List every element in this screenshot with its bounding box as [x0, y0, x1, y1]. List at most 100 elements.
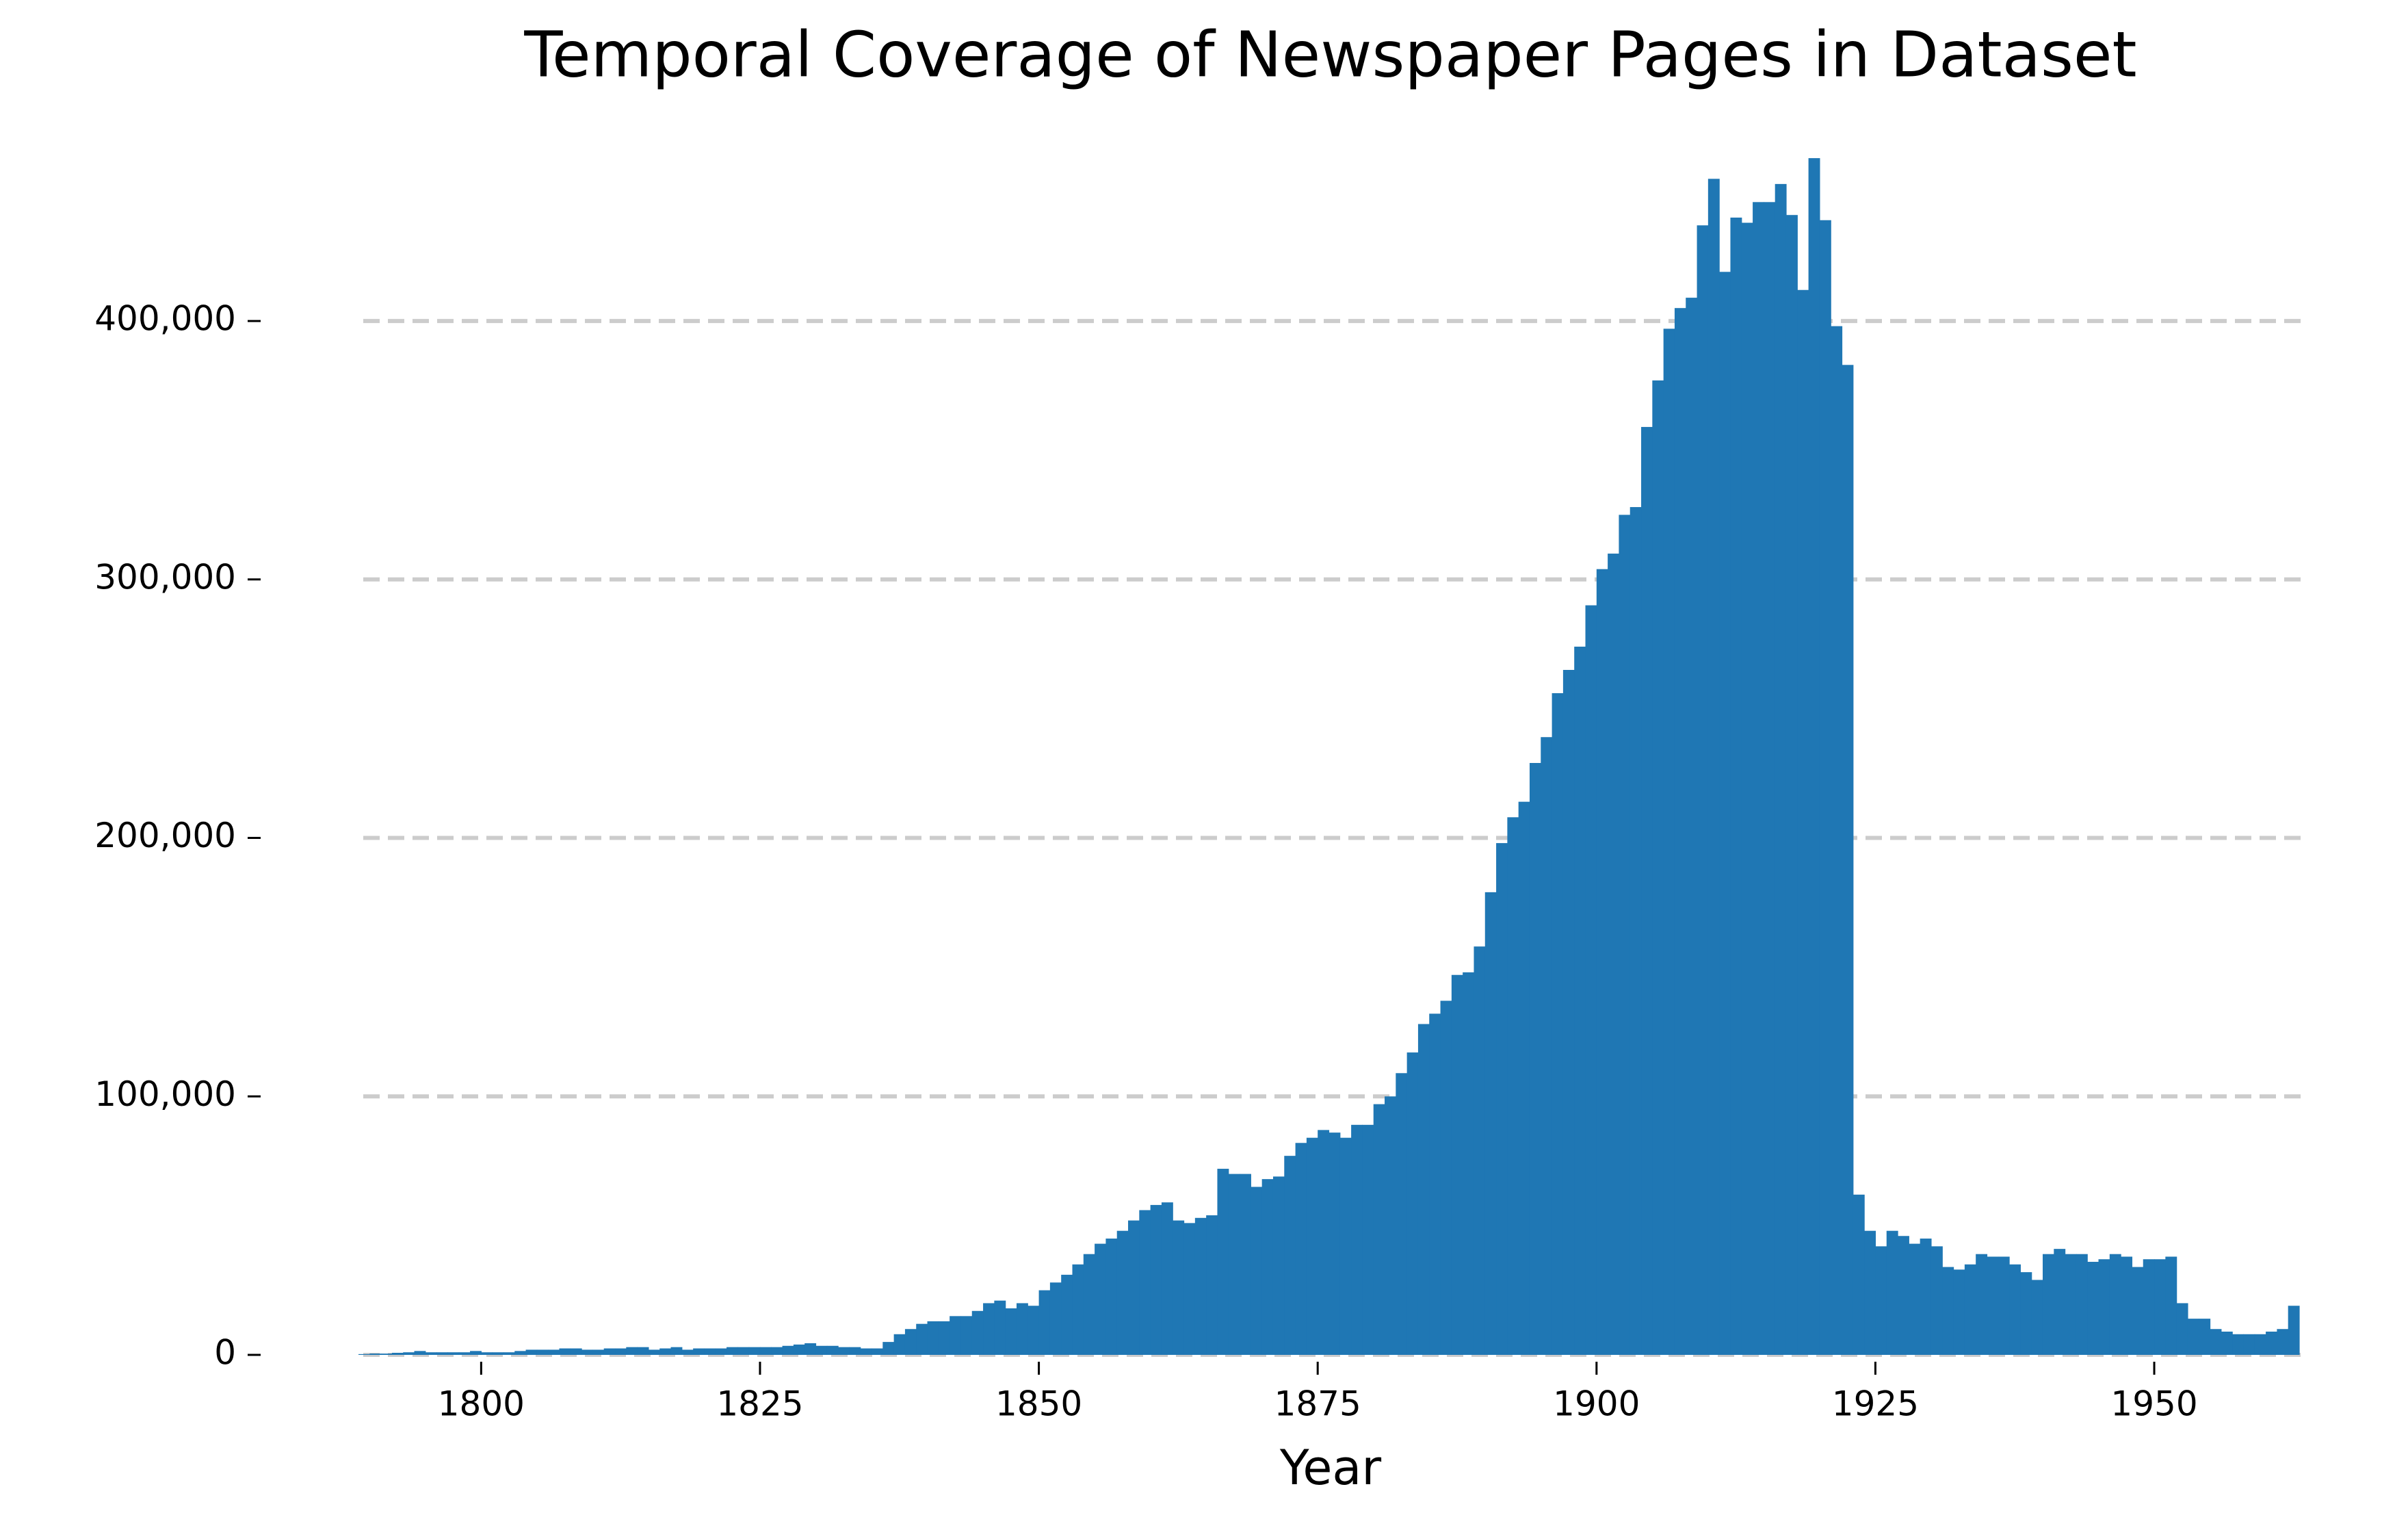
bar	[1585, 605, 1597, 1355]
bar	[1741, 222, 1753, 1355]
bar	[2054, 1249, 2066, 1355]
bar	[514, 1351, 527, 1355]
bar	[804, 1343, 817, 1355]
bar	[670, 1347, 683, 1355]
bar	[1663, 328, 1675, 1356]
bar	[826, 1345, 839, 1355]
bar	[1228, 1174, 1240, 1355]
y-tick-label: 400,000	[94, 299, 236, 339]
bar	[470, 1351, 482, 1355]
bar	[1987, 1256, 1999, 1355]
bar	[872, 1348, 883, 1355]
bar	[1630, 507, 1642, 1355]
bar	[1128, 1220, 1140, 1355]
bar	[481, 1352, 493, 1355]
bar	[1507, 817, 1519, 1355]
bar	[1272, 1176, 1285, 1355]
bar	[414, 1351, 426, 1355]
bar	[2288, 1306, 2300, 1355]
bar	[983, 1303, 995, 1355]
bar	[1909, 1243, 1921, 1355]
bar	[1707, 179, 1720, 1355]
bar	[380, 1354, 393, 1355]
bar	[1440, 1000, 1452, 1355]
bar	[916, 1323, 928, 1355]
bar	[2098, 1259, 2110, 1355]
x-tick-label: 1850	[995, 1384, 1082, 1424]
bar	[615, 1348, 627, 1355]
x-tick-label: 1950	[2110, 1384, 2197, 1424]
bar	[592, 1349, 605, 1355]
bar	[637, 1347, 649, 1355]
bar	[1083, 1254, 1095, 1355]
bar	[1306, 1137, 1318, 1355]
bar	[458, 1352, 471, 1355]
bar	[492, 1352, 504, 1355]
bar	[2199, 1319, 2211, 1355]
x-tick-label: 1925	[1832, 1384, 1919, 1424]
bar	[904, 1329, 917, 1355]
bar	[603, 1348, 616, 1355]
bar	[1095, 1243, 1107, 1355]
bar	[1016, 1303, 1028, 1355]
bar	[893, 1334, 906, 1355]
y-tick-label: 0	[214, 1333, 236, 1373]
bar	[950, 1316, 962, 1355]
bar	[2243, 1334, 2255, 1355]
bar	[727, 1347, 738, 1355]
bar	[1429, 1013, 1441, 1355]
bar	[1329, 1132, 1341, 1355]
bar	[815, 1345, 828, 1355]
bar	[1339, 1137, 1352, 1355]
bar	[1061, 1274, 1073, 1355]
bar	[1920, 1239, 1932, 1355]
bar	[1596, 569, 1608, 1355]
bar	[971, 1310, 984, 1355]
bar	[1173, 1220, 1185, 1355]
bar	[771, 1347, 783, 1355]
bar	[1964, 1264, 1976, 1355]
bar	[2121, 1256, 2133, 1355]
bar	[1562, 670, 1575, 1355]
bar	[548, 1349, 560, 1355]
bar	[1139, 1210, 1151, 1355]
bar	[1853, 1194, 1865, 1355]
bar	[1529, 762, 1541, 1355]
bar	[2076, 1254, 2088, 1355]
bar	[1150, 1204, 1162, 1355]
bar	[1194, 1217, 1207, 1355]
bar	[570, 1348, 582, 1355]
bar	[358, 1354, 370, 1355]
bar	[1028, 1306, 1040, 1355]
bar	[782, 1345, 794, 1355]
bar	[1953, 1269, 1965, 1355]
bar	[1451, 974, 1463, 1355]
bar	[1385, 1096, 1396, 1355]
bar	[1898, 1236, 1909, 1355]
bar	[1719, 272, 1731, 1355]
bar	[2221, 1332, 2233, 1355]
bar	[938, 1321, 950, 1355]
bar	[1686, 298, 1698, 1355]
bar	[737, 1347, 750, 1355]
bar	[1474, 946, 1486, 1355]
bar	[1942, 1267, 1954, 1355]
bar	[838, 1347, 850, 1355]
bar	[748, 1347, 761, 1355]
bar	[1261, 1179, 1274, 1355]
bar	[2132, 1267, 2144, 1355]
bar	[1797, 289, 1809, 1355]
bar	[1730, 217, 1742, 1355]
x-tick-label: 1900	[1553, 1384, 1640, 1424]
bar	[2031, 1280, 2043, 1355]
bar	[626, 1347, 638, 1355]
bar	[2187, 1319, 2199, 1355]
bar	[793, 1344, 805, 1355]
bar	[1217, 1169, 1229, 1355]
bar	[425, 1352, 437, 1355]
bar	[447, 1352, 460, 1355]
bar	[1295, 1143, 1307, 1355]
x-axis-label: Year	[1279, 1440, 1381, 1496]
bar	[369, 1354, 382, 1355]
